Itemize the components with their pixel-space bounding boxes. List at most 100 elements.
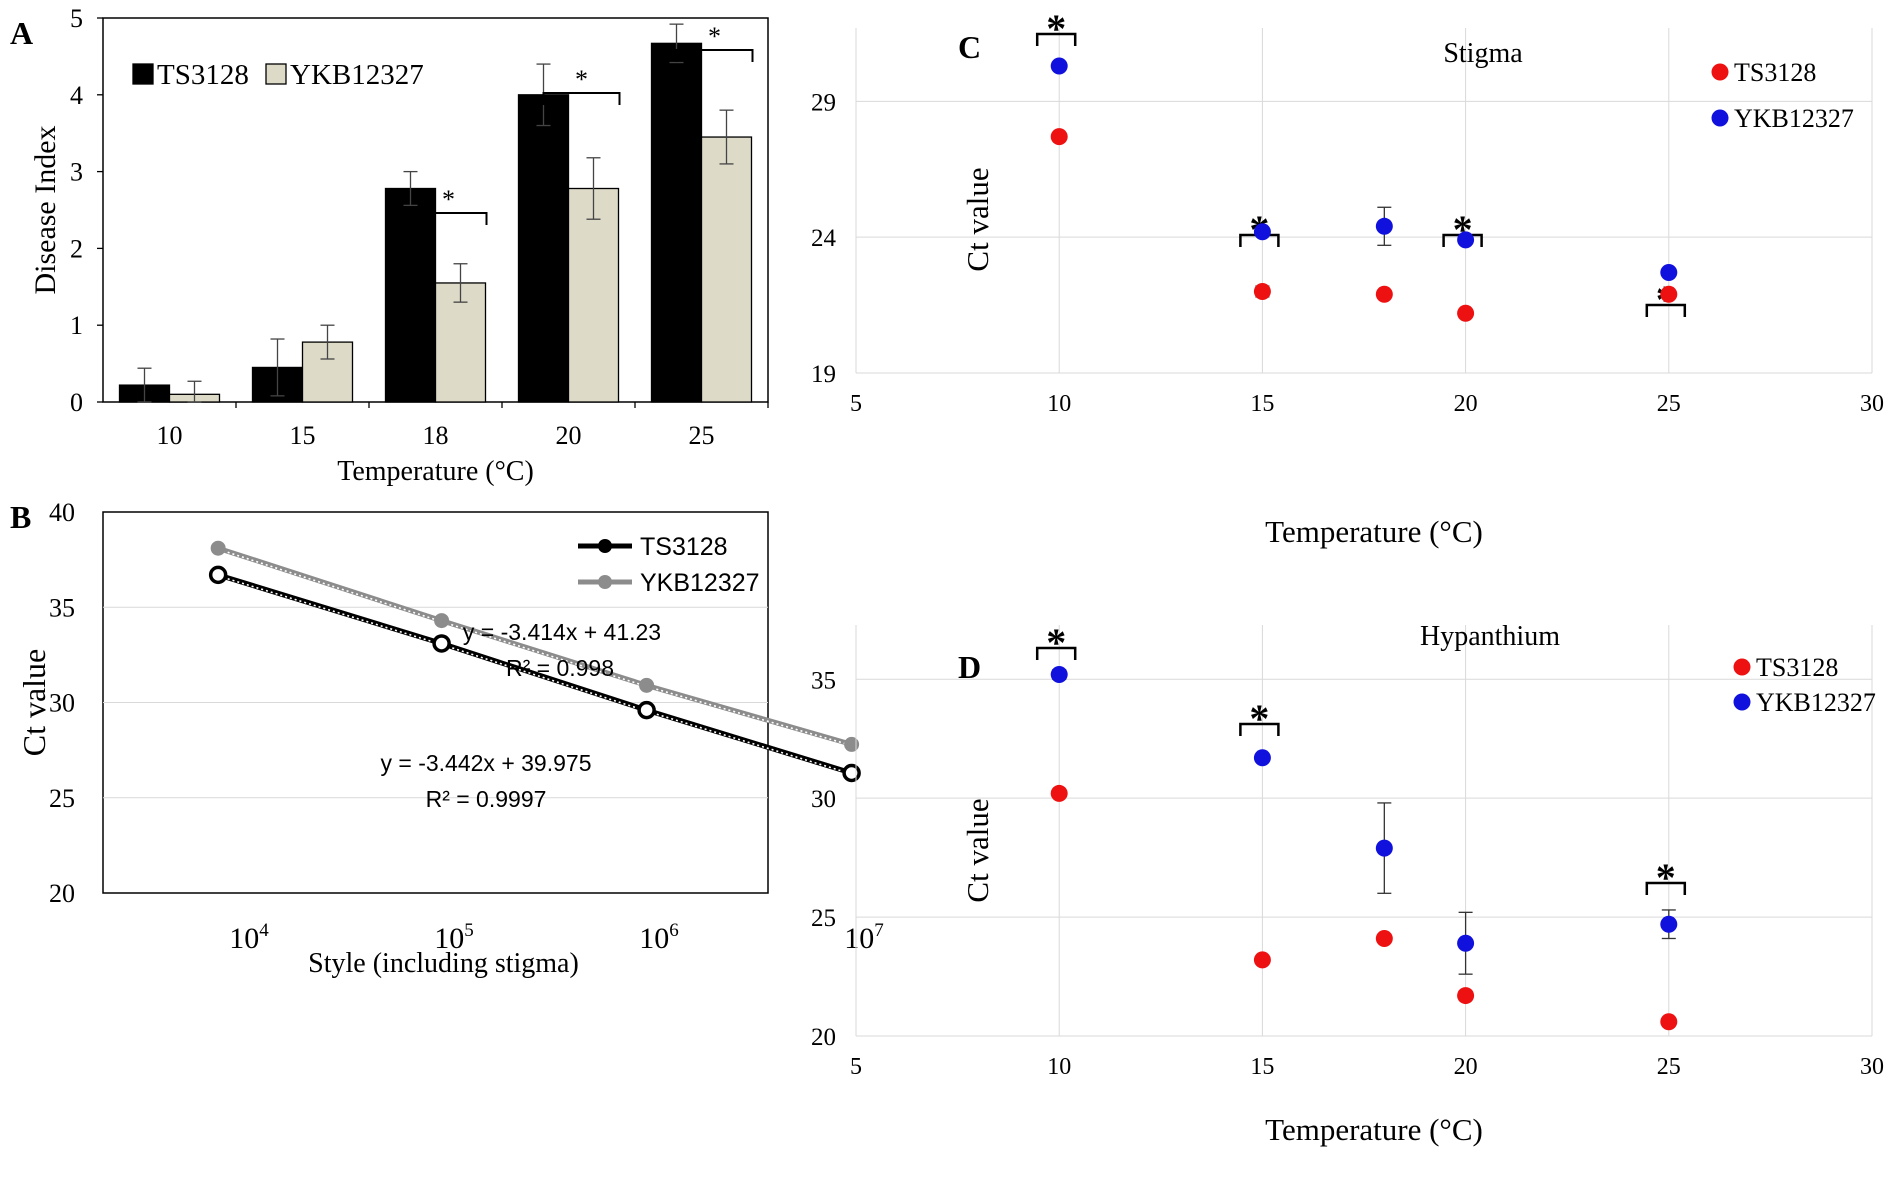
y-tick-label: 25 [811, 905, 836, 932]
legend-label: TS3128 [1734, 58, 1816, 87]
data-point [1375, 285, 1393, 303]
significance-star: * [1249, 696, 1269, 741]
trendline-r2: R² = 0.998 [506, 655, 614, 681]
x-tick-label: 15 [1250, 1054, 1274, 1080]
x-tick-label: 5 [850, 391, 862, 417]
chart-title: Hypanthium [1420, 621, 1560, 652]
x-axis-label: Temperature (°C) [1265, 1112, 1483, 1147]
significance-star: * [575, 65, 588, 94]
significance-bracket [542, 92, 621, 105]
legend-label: TS3128 [1756, 653, 1838, 682]
x-tick-label: 20 [1454, 391, 1478, 417]
x-tick-label: 30 [1860, 1054, 1884, 1080]
legend-label: YKB12327 [1756, 688, 1876, 717]
legend-swatch [265, 63, 287, 85]
x-tick-label: 10 [1047, 1054, 1071, 1080]
y-axis-label: Ct value [960, 167, 995, 271]
trendline [217, 575, 852, 775]
x-tick-label: 104 [229, 920, 269, 955]
significance-bracket [1035, 646, 1077, 660]
data-point [1050, 666, 1068, 684]
panel-label-b: B [10, 499, 31, 535]
x-tick-label: 25 [1657, 391, 1681, 417]
significance-star: * [1656, 855, 1676, 900]
y-tick-label: 20 [49, 879, 75, 908]
data-point [1457, 934, 1475, 952]
trendline-equation: y = -3.442x + 39.975 [381, 750, 592, 776]
data-point [210, 540, 226, 556]
x-tick-label: 20 [556, 421, 582, 450]
legend-label: YKB12327 [1734, 104, 1854, 133]
x-tick-label: 5 [850, 1054, 862, 1080]
y-tick-label: 19 [811, 361, 836, 388]
chart-title: Stigma [1443, 38, 1523, 69]
data-point [1253, 282, 1271, 300]
error-bar [403, 170, 418, 207]
trendline-r2: R² = 0.9997 [426, 786, 547, 812]
data-point [844, 736, 860, 752]
legend-marker [1711, 63, 1729, 81]
data-point [1050, 784, 1068, 802]
data-point [1253, 223, 1271, 241]
data-point [1375, 929, 1393, 947]
legend-label: YKB12327 [290, 59, 424, 91]
y-tick-label: 30 [811, 786, 836, 813]
x-tick-label: 10 [157, 421, 183, 450]
bar [517, 94, 570, 403]
significance-bracket [675, 49, 754, 62]
y-tick-label: 25 [49, 784, 75, 813]
data-point [1253, 749, 1271, 767]
series-line [217, 572, 853, 776]
panel-a: A 0 1 2 3 4 5 10 15 18 20 25 * * * TS3128 YKB12327 Temper… [10, 4, 769, 487]
legend-marker [1711, 109, 1729, 127]
y-tick-label: 35 [49, 593, 75, 622]
x-axis-label: Temperature (°C) [1265, 514, 1483, 549]
significance-star: * [1046, 620, 1066, 665]
legend-label: TS3128 [640, 533, 728, 561]
significance-bracket [1035, 32, 1077, 46]
data-point [1660, 1013, 1678, 1031]
panel-c: C51015202530192429Stigma****TS3128YKB123… [811, 6, 1884, 549]
panel-d: D 5 10 15 20 25 30 20 25 30 35 Hypanthium * * * TS3128 Y… [811, 620, 1884, 1147]
data-point [208, 565, 228, 585]
error-bar [719, 109, 734, 165]
significance-star: * [1046, 6, 1066, 51]
y-axis-label: Ct value [16, 649, 52, 757]
data-point [1457, 304, 1475, 322]
x-tick-label: 105 [434, 920, 474, 955]
trendline-equation: y = -3.414x + 41.23 [463, 619, 661, 645]
y-tick-label: 29 [811, 89, 836, 116]
data-point [1457, 987, 1475, 1005]
y-tick-label: 40 [49, 498, 75, 527]
x-tick-label: 107 [844, 920, 884, 955]
legend-label: YKB12327 [640, 569, 760, 597]
error-bar [270, 338, 285, 397]
error-bar [187, 380, 202, 403]
error-bar [320, 324, 335, 360]
trendline [217, 548, 852, 747]
data-point [1375, 839, 1393, 857]
data-point [639, 677, 655, 693]
y-tick-label: 30 [49, 689, 75, 718]
significance-bracket [1645, 303, 1687, 317]
data-point [1457, 231, 1475, 249]
y-tick-label: 1 [70, 311, 83, 340]
legend-label: TS3128 [157, 59, 249, 91]
y-axis-label: Disease Index [29, 125, 62, 294]
legend-marker [1733, 658, 1751, 676]
y-tick-label: 35 [811, 667, 836, 694]
y-axis-label: Ct value [960, 798, 995, 902]
data-point [1660, 915, 1678, 933]
data-point [1253, 951, 1271, 969]
y-tick-label: 0 [70, 388, 83, 417]
bar [650, 42, 703, 403]
significance-bracket [409, 212, 488, 225]
series-line [217, 545, 853, 747]
x-axis-label: Temperature (°C) [337, 456, 534, 487]
y-tick-label: 5 [70, 4, 83, 33]
legend-marker [598, 575, 612, 589]
x-tick-label: 106 [639, 920, 679, 955]
data-point [842, 763, 861, 783]
panel-label-a: A [10, 15, 33, 51]
panel-b: B 20 25 30 35 40 104 105 106 107 TS3128 YKB12327 y =… [10, 498, 884, 979]
